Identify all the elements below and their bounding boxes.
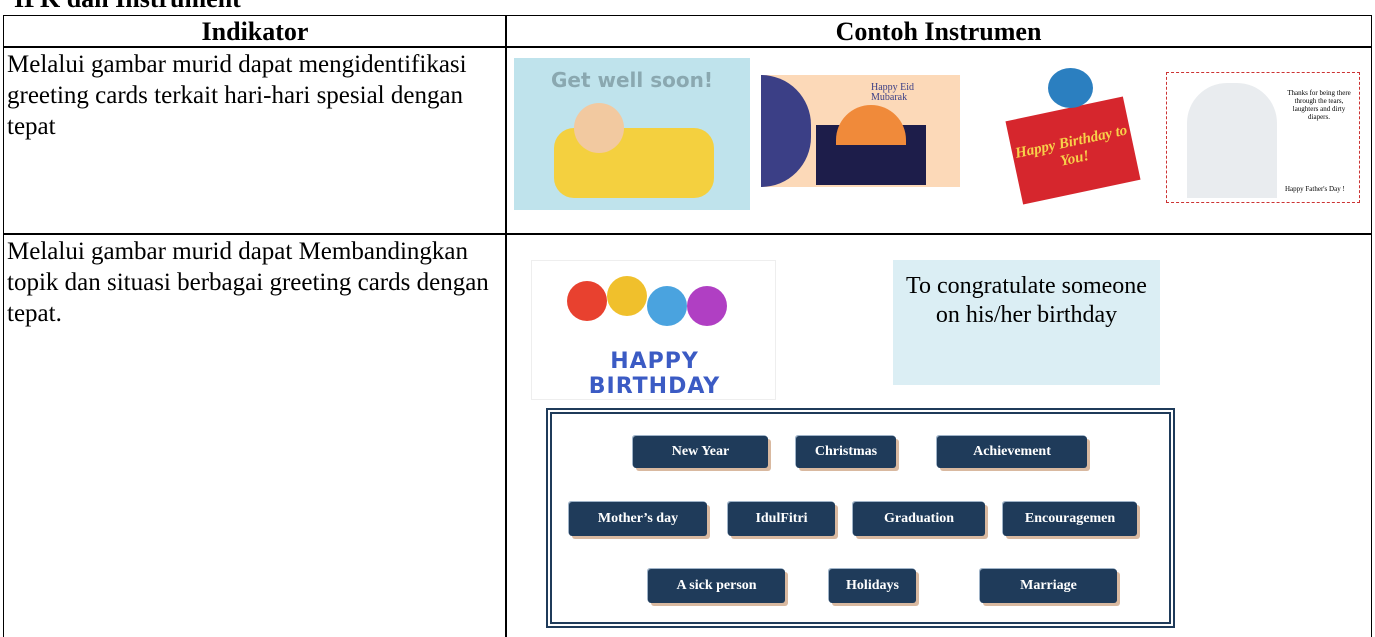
card-text: HAPPY BIRTHDAY <box>588 349 721 399</box>
card-text: Happy Father's Day ! <box>1285 185 1345 193</box>
card-art <box>836 105 906 145</box>
option-button: Encouragemen <box>1003 502 1137 536</box>
father-card: Thanks for being there through the tears… <box>1166 72 1360 203</box>
column-header: Contoh Instrumen <box>505 15 1372 48</box>
option-button: Marriage <box>980 569 1117 603</box>
option-button: Graduation <box>853 502 985 536</box>
instrument-cell <box>505 233 1372 637</box>
card-art <box>1048 68 1093 108</box>
option-button: Mother’s day <box>569 502 707 536</box>
card-art <box>1187 83 1277 198</box>
page-title: IPK dan Instrument <box>14 0 241 14</box>
card-art <box>607 276 647 316</box>
card-art <box>761 75 811 187</box>
get-well-card: Get well soon! <box>514 58 750 210</box>
card-art <box>687 286 727 326</box>
column-header: Indikator <box>3 15 507 48</box>
option-button: Holidays <box>829 569 916 603</box>
indicator-cell: Melalui gambar murid dapat Membandingkan… <box>3 233 507 637</box>
card-art <box>647 286 687 326</box>
card-text: Happy Birthday to You! <box>1005 96 1141 205</box>
option-button: A sick person <box>648 569 785 603</box>
card-text: Get well soon! <box>551 68 713 92</box>
option-button: IdulFitri <box>728 502 835 536</box>
option-button: Christmas <box>796 436 896 468</box>
indicator-cell: Melalui gambar murid dapat mengidentifik… <box>3 46 507 235</box>
caption-box: To congratulate someone on his/her birth… <box>893 260 1160 385</box>
eid-card: Happy Eid Mubarak <box>761 75 960 187</box>
card-text: Happy Eid Mubarak <box>871 82 915 103</box>
option-button: Achievement <box>937 436 1087 468</box>
options-box: New Year Christmas Achievement Mother’s … <box>546 408 1175 628</box>
card-art <box>574 103 624 153</box>
option-button: New Year <box>633 436 768 468</box>
balloon-image: HAPPY BIRTHDAY <box>531 260 776 400</box>
card-art <box>567 281 607 321</box>
birthday-card: Happy Birthday to You! <box>1003 68 1142 205</box>
instrument-cell <box>505 46 1372 235</box>
card-text: Thanks for being there through the tears… <box>1287 89 1351 121</box>
